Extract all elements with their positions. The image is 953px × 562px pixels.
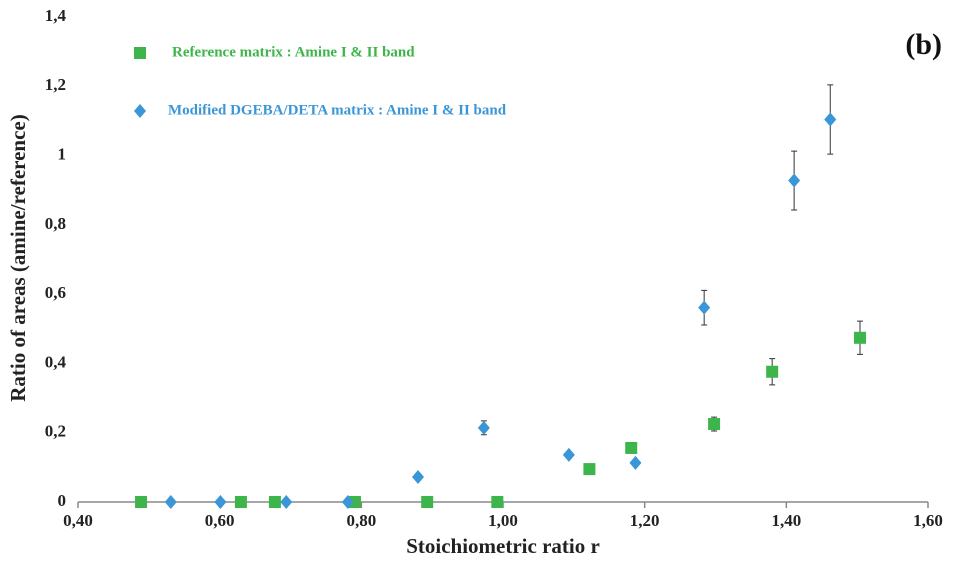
x-tick-label: 1,00	[488, 511, 518, 530]
x-tick-label: 0,60	[205, 511, 235, 530]
legend-label: Reference matrix : Amine I & II band	[172, 44, 415, 60]
y-tick-label: 1,4	[45, 6, 67, 25]
diamond-marker	[477, 420, 490, 435]
y-tick-label: 0,2	[45, 422, 66, 441]
y-tick-label: 1	[58, 144, 67, 163]
square-marker	[268, 496, 281, 508]
square-marker	[766, 365, 779, 378]
diamond-marker	[164, 495, 177, 509]
y-tick-label: 0	[58, 491, 67, 510]
square-marker	[348, 496, 361, 508]
square-marker	[854, 331, 866, 344]
diamond-marker	[280, 495, 293, 509]
square-marker	[708, 418, 721, 431]
legend-label: Modified DGEBA/DETA matrix : Amine I & I…	[168, 102, 507, 118]
y-tick-label: 0,6	[45, 283, 66, 302]
x-tick-label: 0,40	[63, 511, 93, 530]
x-tick-label: 1,20	[630, 511, 660, 530]
legend-marker	[134, 47, 146, 59]
x-tick-label: 1,60	[913, 511, 943, 530]
diamond-marker	[412, 470, 424, 485]
y-tick-label: 1,2	[45, 75, 66, 94]
diamond-marker	[341, 495, 354, 509]
diamond-marker	[788, 173, 801, 188]
y-tick-label: 0,4	[45, 352, 67, 371]
diamond-marker	[824, 112, 837, 127]
x-tick-label: 0,80	[346, 511, 376, 530]
square-marker	[491, 496, 504, 508]
panel-label: (b)	[905, 28, 942, 61]
square-marker	[234, 496, 247, 508]
diamond-marker	[562, 447, 575, 462]
square-marker	[135, 496, 148, 508]
square-marker	[583, 463, 596, 476]
diamond-marker	[629, 455, 642, 470]
x-tick-label: 1,40	[771, 511, 801, 530]
diamond-marker	[698, 300, 711, 315]
diamond-marker	[214, 495, 227, 509]
square-marker	[421, 496, 434, 508]
square-marker	[625, 441, 638, 454]
x-axis-title: Stoichiometric ratio r	[406, 534, 600, 558]
y-tick-label: 0,8	[45, 214, 66, 233]
y-axis-title: Ratio of areas (amine/reference)	[6, 114, 30, 401]
legend-marker	[134, 104, 146, 118]
